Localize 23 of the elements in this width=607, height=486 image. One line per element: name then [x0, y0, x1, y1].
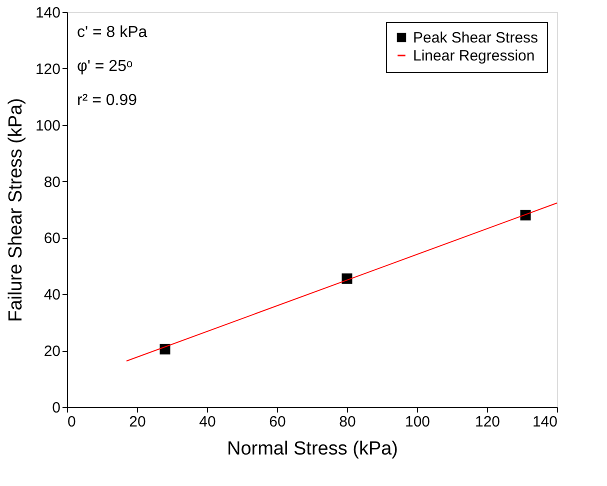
legend-label: Linear Regression: [413, 48, 535, 64]
x-tick-label: 60: [269, 414, 286, 430]
y-tick-label: 120: [35, 60, 60, 78]
x-tick-label: 40: [199, 414, 216, 430]
y-tick-label: 40: [44, 286, 60, 304]
y-tick-label: 0: [52, 400, 60, 416]
y-tick-label: 60: [44, 230, 60, 248]
y-tick-label: 100: [35, 117, 60, 134]
annotation: r² = 0.99: [77, 92, 138, 109]
x-tick-label: 20: [129, 414, 146, 430]
x-tick-label: 120: [474, 414, 500, 430]
x-axis-title: Normal Stress (kPa): [226, 438, 398, 460]
y-tick-label: 140: [35, 4, 60, 22]
annotation: φ' = 25ᵒ: [77, 58, 132, 75]
x-tick-label: 80: [339, 414, 356, 430]
y-tick-label: 20: [44, 343, 60, 360]
y-tick-label: 80: [44, 174, 60, 191]
x-tick-label: 100: [404, 414, 430, 430]
x-tick-label: 140: [532, 414, 558, 430]
legend-label: Peak Shear Stress: [413, 30, 538, 46]
annotation: c' = 8 kPa: [77, 24, 148, 41]
y-axis-title: Failure Shear Stress (kPa): [5, 98, 26, 322]
x-tick-label: 0: [68, 414, 76, 430]
